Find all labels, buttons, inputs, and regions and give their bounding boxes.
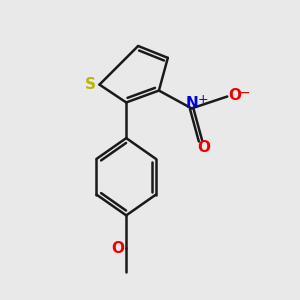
Text: −: − (239, 86, 250, 100)
Text: +: + (198, 93, 208, 106)
Text: O: O (228, 88, 241, 103)
Text: S: S (85, 77, 96, 92)
Text: N: N (185, 96, 198, 111)
Text: O: O (111, 241, 124, 256)
Text: O: O (197, 140, 210, 155)
